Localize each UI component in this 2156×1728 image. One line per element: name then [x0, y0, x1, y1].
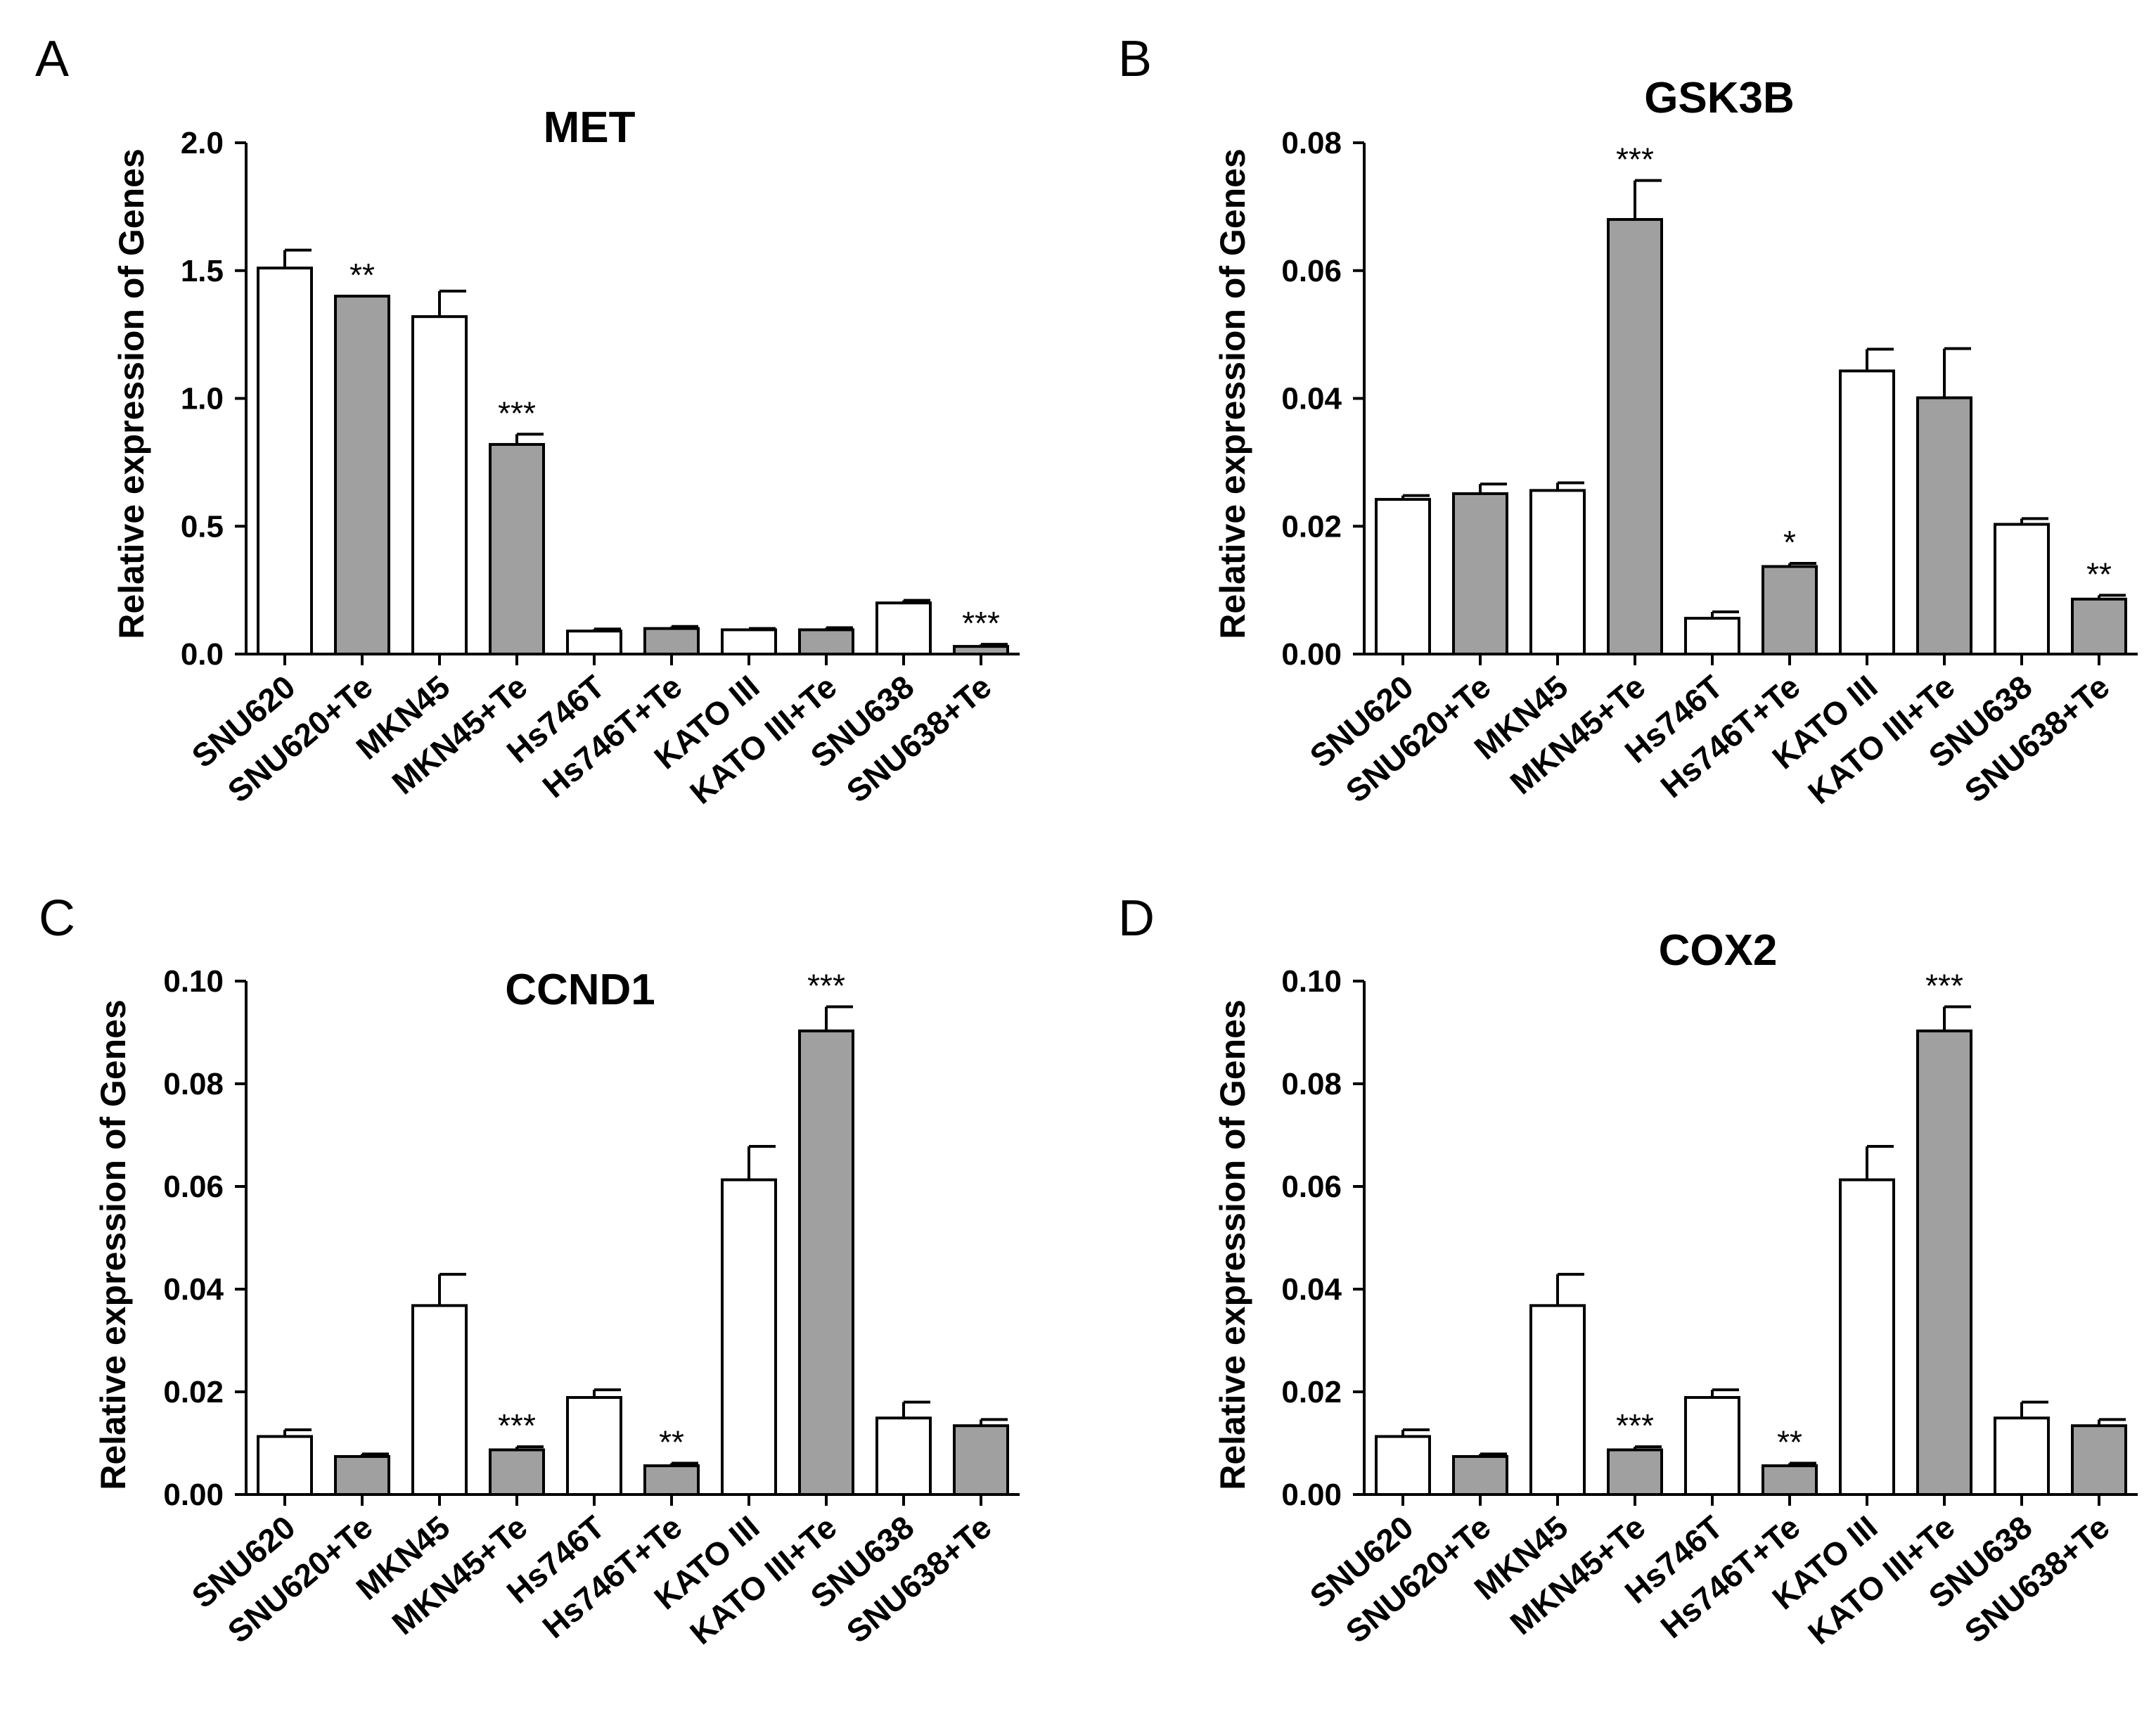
y-tick-label: 0.08 [163, 1067, 224, 1101]
bar [257, 1435, 313, 1497]
bar [1452, 492, 1508, 655]
y-tick-label: 1.5 [181, 254, 224, 288]
panel-d: D COX2 Relative expression of Genes 0.00… [1118, 890, 2138, 1651]
y-tick-label: 0.02 [1281, 1375, 1342, 1409]
bar [798, 628, 854, 656]
bar [1375, 1435, 1431, 1497]
panel-a-letter: A [35, 31, 69, 87]
bar [1839, 369, 1895, 656]
y-tick-label: 0.00 [163, 1478, 224, 1512]
y-tick-label: 0.00 [1281, 637, 1342, 672]
bar [1607, 1448, 1663, 1496]
y-tick-label: 1.0 [181, 382, 224, 416]
bar [1452, 1454, 1508, 1496]
bar [798, 1029, 854, 1497]
bar [566, 629, 622, 655]
bar [1684, 617, 1740, 655]
panel-b-title: GSK3B [1644, 74, 1795, 122]
bar [334, 295, 390, 655]
bar [1916, 1029, 1972, 1497]
bar [2071, 1424, 2127, 1497]
bar [875, 1416, 932, 1496]
significance-marker: *** [498, 395, 536, 431]
significance-marker: *** [1925, 968, 1963, 1004]
bar [643, 1464, 700, 1497]
bar [643, 627, 700, 656]
bar [411, 315, 468, 655]
bar [1529, 1304, 1586, 1496]
panel-a-title: MET [544, 103, 636, 152]
bar [1916, 396, 1972, 655]
panel-a-ylabel: Relative expression of Genes [112, 148, 151, 639]
y-tick-label: 0.04 [1281, 382, 1342, 416]
bar [1762, 1464, 1818, 1497]
panel-c-ylabel: Relative expression of Genes [94, 999, 133, 1490]
bar [489, 442, 545, 655]
significance-marker: ** [2086, 556, 2112, 592]
y-tick-label: 0.08 [1281, 126, 1342, 160]
significance-marker: *** [1616, 1407, 1654, 1444]
bar [334, 1454, 390, 1496]
bar [489, 1448, 545, 1496]
panel-b-letter: B [1118, 31, 1152, 87]
bar [257, 267, 313, 655]
panel-c-title: CCND1 [505, 966, 655, 1014]
panel-d-letter: D [1118, 890, 1155, 947]
bar [411, 1304, 468, 1496]
bar [875, 601, 932, 655]
bar [1375, 498, 1431, 656]
y-tick-label: 0.10 [1281, 964, 1342, 999]
y-tick-label: 0.06 [1281, 1170, 1342, 1204]
y-tick-label: 0.08 [1281, 1067, 1342, 1101]
significance-marker: *** [807, 968, 845, 1004]
y-tick-label: 0.02 [163, 1375, 224, 1409]
y-tick-label: 0.5 [181, 509, 224, 544]
y-tick-label: 0.00 [1281, 1478, 1342, 1512]
bar [953, 1424, 1009, 1497]
panel-b-ylabel: Relative expression of Genes [1213, 148, 1252, 639]
significance-marker: *** [962, 605, 1000, 641]
significance-marker: *** [1616, 141, 1654, 178]
bar [1529, 489, 1586, 655]
significance-marker: ** [659, 1423, 684, 1460]
bar [1684, 1396, 1740, 1497]
bar [1994, 523, 2050, 655]
bar [721, 1178, 777, 1496]
y-tick-label: 2.0 [181, 126, 224, 160]
y-tick-label: 0.10 [163, 964, 224, 999]
bar [566, 1396, 622, 1497]
y-tick-label: 0.04 [1281, 1272, 1342, 1307]
significance-marker: ** [349, 257, 375, 293]
y-tick-label: 0.04 [163, 1272, 224, 1307]
bar [2071, 597, 2127, 655]
panel-c-letter: C [39, 890, 75, 947]
panel-d-title: COX2 [1659, 926, 1778, 975]
bar [1839, 1178, 1895, 1496]
y-tick-label: 0.02 [1281, 509, 1342, 544]
bar [953, 645, 1009, 655]
y-tick-label: 0.0 [181, 637, 224, 672]
bar [1607, 218, 1663, 655]
bar [721, 628, 777, 656]
significance-marker: *** [498, 1407, 536, 1444]
y-tick-label: 0.06 [1281, 254, 1342, 288]
panel-d-ylabel: Relative expression of Genes [1213, 999, 1252, 1490]
y-tick-label: 0.06 [163, 1170, 224, 1204]
significance-marker: ** [1777, 1423, 1802, 1460]
bar [1994, 1416, 2050, 1496]
significance-marker: * [1783, 524, 1796, 561]
bar [1762, 565, 1818, 655]
